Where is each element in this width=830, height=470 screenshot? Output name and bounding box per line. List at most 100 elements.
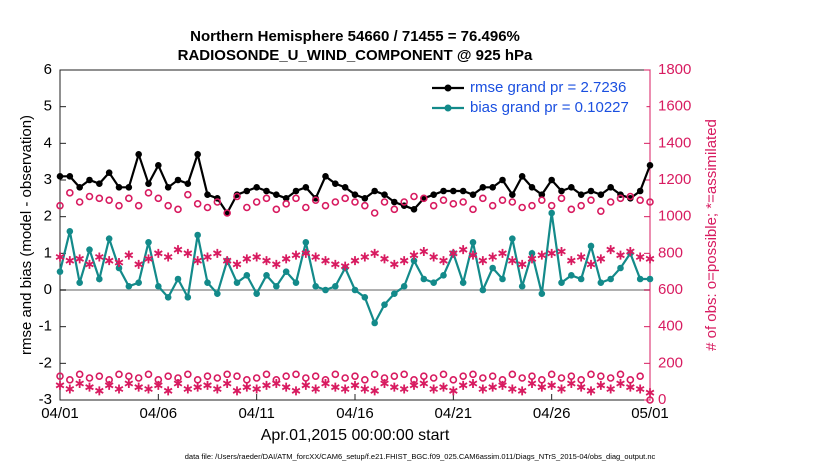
obs-possible-point <box>636 196 644 204</box>
obs-possible-point <box>587 370 595 379</box>
data-point <box>145 180 152 187</box>
obs-assimilated-point <box>468 379 478 388</box>
obs-possible-point <box>636 372 644 380</box>
obs-possible-point <box>174 205 182 214</box>
obs-possible-point <box>557 194 566 203</box>
data-point <box>292 279 300 286</box>
obs-assimilated-point <box>439 256 448 266</box>
legend-label: bias grand pr = 0.10227 <box>470 99 629 116</box>
data-point <box>558 279 565 286</box>
data-point <box>548 176 555 184</box>
data-point <box>96 275 103 283</box>
obs-possible-point <box>262 370 271 379</box>
obs-assimilated-point <box>389 259 399 269</box>
data-point <box>194 231 201 239</box>
obs-possible-point <box>380 198 389 206</box>
obs-possible-point <box>105 196 113 204</box>
obs-assimilated-point <box>409 250 419 260</box>
data-point <box>322 173 329 180</box>
obs-assimilated-point <box>478 256 488 266</box>
obs-assimilated-point <box>370 248 380 258</box>
obs-assimilated-point <box>271 379 281 388</box>
obs-assimilated-point <box>281 254 291 264</box>
obs-assimilated-point <box>576 252 586 262</box>
obs-possible-point <box>292 370 300 379</box>
obs-possible-point <box>626 192 635 201</box>
data-point <box>233 279 241 286</box>
data-point <box>381 191 388 198</box>
obs-assimilated-point <box>340 384 350 394</box>
obs-possible-point <box>223 209 231 217</box>
obs-possible-point <box>292 194 300 203</box>
obs-assimilated-point <box>458 380 468 390</box>
obs-assimilated-point <box>291 250 301 260</box>
data-point <box>263 272 270 279</box>
obs-assimilated-point <box>507 256 517 266</box>
data-point <box>253 184 260 191</box>
obs-possible-point <box>587 196 595 204</box>
x-tick-label: 04/01 <box>41 405 79 422</box>
data-point <box>577 275 585 283</box>
data-point <box>528 250 536 257</box>
data-point <box>597 191 605 198</box>
data-point <box>391 198 398 206</box>
obs-assimilated-point <box>183 248 193 258</box>
obs-possible-point <box>144 189 153 197</box>
data-point <box>607 184 614 191</box>
data-point <box>76 184 83 191</box>
data-point <box>410 257 418 264</box>
obs-assimilated-point <box>468 250 478 260</box>
obs-possible-point <box>213 198 222 206</box>
obs-possible-point <box>479 194 487 203</box>
obs-assimilated-point <box>183 384 193 394</box>
data-point <box>381 301 388 308</box>
data-point <box>597 279 605 286</box>
obs-possible-point <box>203 372 212 380</box>
chart-title: Northern Hemisphere 54660 / 71455 = 76.4… <box>190 28 520 45</box>
obs-assimilated-point <box>153 380 163 390</box>
obs-assimilated-point <box>350 380 360 390</box>
obs-assimilated-point <box>596 254 606 264</box>
obs-possible-point <box>420 194 428 203</box>
data-point <box>312 283 319 290</box>
obs-possible-point <box>311 196 320 204</box>
obs-assimilated-point <box>488 382 498 392</box>
obs-possible-point <box>302 203 310 212</box>
obs-assimilated-point <box>153 248 163 258</box>
data-point <box>174 176 182 184</box>
y2-tick-label: 600 <box>658 281 683 298</box>
obs-possible-point <box>459 198 467 206</box>
data-point <box>332 180 339 187</box>
obs-assimilated-point <box>85 259 94 269</box>
obs-assimilated-point <box>262 256 271 266</box>
data-point <box>646 162 654 169</box>
obs-assimilated-point <box>586 259 596 269</box>
y-axis-label: rmse and bias (model - observation) <box>18 115 35 355</box>
obs-possible-point <box>262 194 271 203</box>
data-point <box>273 191 280 198</box>
obs-assimilated-point <box>557 247 566 256</box>
data-point <box>479 286 487 294</box>
obs-assimilated-point <box>301 380 311 390</box>
data-point <box>489 264 496 272</box>
data-point <box>214 290 221 297</box>
data-point <box>105 235 113 242</box>
obs-possible-point <box>184 190 192 199</box>
obs-assimilated-point <box>212 248 222 258</box>
obs-possible-point <box>144 370 153 379</box>
obs-assimilated-point <box>311 384 321 394</box>
obs-assimilated-point <box>576 382 586 392</box>
y-tick-label: 2 <box>44 208 52 225</box>
x-tick-label: 04/06 <box>140 405 178 422</box>
obs-assimilated-point <box>527 379 537 388</box>
obs-assimilated-point <box>271 259 281 269</box>
obs-possible-point <box>508 370 517 379</box>
obs-possible-point <box>439 370 448 379</box>
y-tick-label: 5 <box>44 98 52 115</box>
obs-possible-point <box>154 194 163 203</box>
data-point <box>509 191 516 198</box>
data-point <box>410 206 418 213</box>
obs-assimilated-point <box>330 382 340 392</box>
data-point <box>312 195 319 202</box>
obs-assimilated-point <box>586 386 596 396</box>
